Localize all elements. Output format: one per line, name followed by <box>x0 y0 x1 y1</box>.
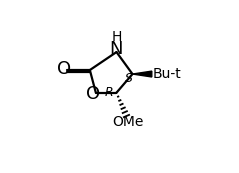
Text: S: S <box>125 72 133 85</box>
Text: Bu-t: Bu-t <box>153 67 182 81</box>
Text: H: H <box>111 30 122 44</box>
Text: OMe: OMe <box>112 115 143 129</box>
Text: R: R <box>105 86 114 99</box>
Polygon shape <box>132 71 152 77</box>
Text: O: O <box>86 85 100 103</box>
Text: N: N <box>110 40 123 58</box>
Text: O: O <box>57 60 72 78</box>
